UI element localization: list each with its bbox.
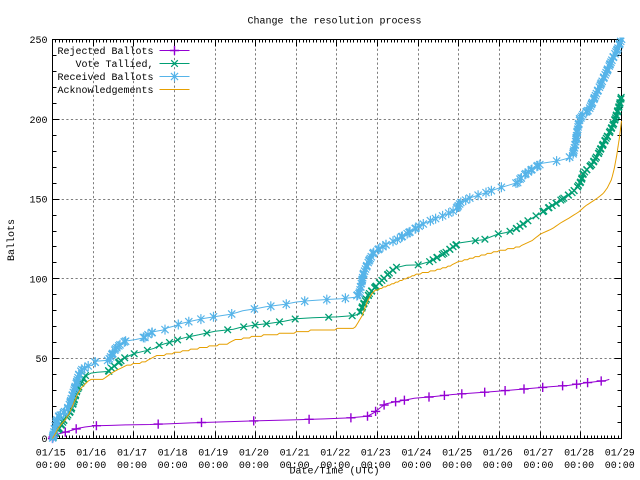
svg-text:01/15: 01/15 (36, 448, 66, 460)
svg-text:Vote Tallied,: Vote Tallied, (75, 59, 153, 71)
svg-text:00:00: 00:00 (523, 461, 553, 472)
svg-text:00:00: 00:00 (605, 461, 635, 472)
svg-text:0: 0 (41, 435, 47, 446)
svg-text:00:00: 00:00 (117, 461, 147, 472)
svg-text:00:00: 00:00 (76, 461, 106, 472)
svg-text:01/21: 01/21 (280, 448, 310, 460)
svg-text:01/27: 01/27 (523, 448, 553, 460)
svg-text:Date/Time (UTC): Date/Time (UTC) (289, 465, 379, 477)
svg-text:150: 150 (29, 196, 47, 207)
svg-text:00:00: 00:00 (280, 461, 310, 472)
svg-text:01/17: 01/17 (117, 448, 147, 460)
svg-text:Acknowledgements: Acknowledgements (57, 85, 153, 97)
svg-text:100: 100 (29, 275, 47, 286)
svg-text:00:00: 00:00 (239, 461, 269, 472)
svg-text:01/22: 01/22 (320, 448, 350, 460)
svg-text:00:00: 00:00 (36, 461, 66, 472)
svg-text:00:00: 00:00 (401, 461, 431, 472)
svg-text:01/20: 01/20 (239, 448, 269, 460)
svg-text:00:00: 00:00 (198, 461, 228, 472)
svg-text:00:00: 00:00 (320, 461, 350, 472)
svg-text:01/23: 01/23 (361, 448, 391, 460)
svg-text:00:00: 00:00 (442, 461, 472, 472)
svg-text:01/16: 01/16 (76, 448, 106, 460)
svg-text:01/25: 01/25 (442, 448, 472, 460)
svg-text:Ballots: Ballots (6, 219, 18, 261)
svg-text:01/29: 01/29 (605, 448, 635, 460)
svg-text:50: 50 (35, 355, 47, 366)
svg-text:00:00: 00:00 (361, 461, 391, 472)
svg-text:00:00: 00:00 (483, 461, 513, 472)
svg-text:01/28: 01/28 (564, 448, 594, 460)
svg-text:Change the resolution process: Change the resolution process (247, 16, 421, 28)
svg-text:Rejected Ballots: Rejected Ballots (57, 46, 153, 58)
svg-text:250: 250 (29, 36, 47, 47)
svg-text:200: 200 (29, 116, 47, 127)
svg-text:01/19: 01/19 (198, 448, 228, 460)
svg-text:01/24: 01/24 (401, 448, 431, 460)
svg-text:Received Ballots: Received Ballots (57, 72, 153, 84)
svg-text:00:00: 00:00 (158, 461, 188, 472)
svg-text:00:00: 00:00 (564, 461, 594, 472)
svg-text:01/26: 01/26 (483, 448, 513, 460)
svg-text:01/18: 01/18 (158, 448, 188, 460)
